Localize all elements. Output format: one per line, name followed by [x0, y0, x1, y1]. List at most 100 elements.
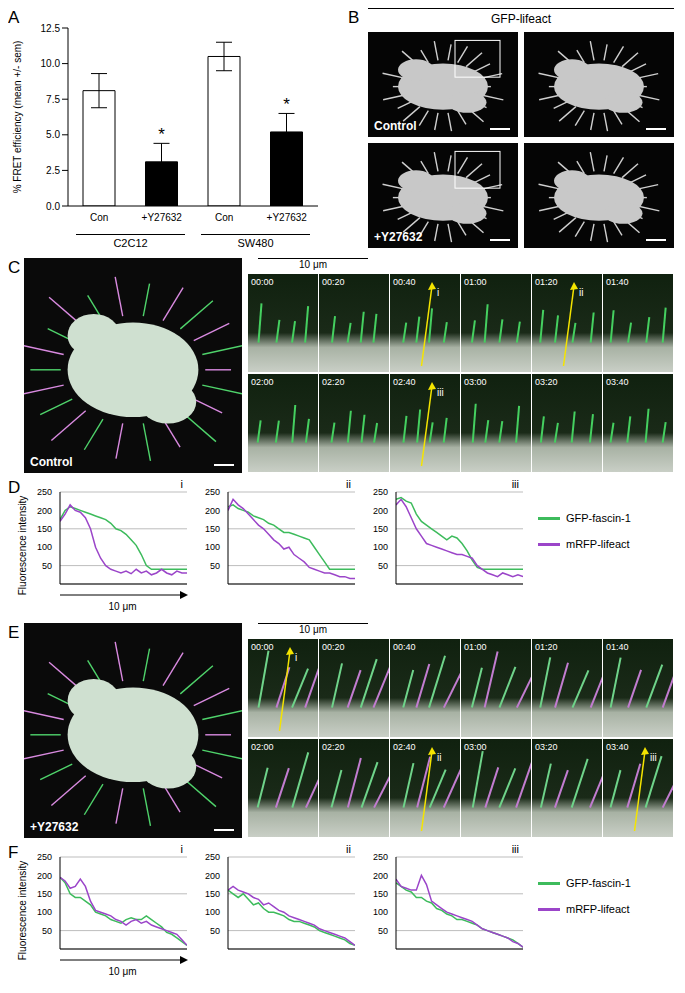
svg-text:200: 200	[373, 871, 388, 881]
svg-text:01:40: 01:40	[606, 642, 629, 652]
svg-text:250: 250	[205, 852, 220, 862]
svg-text:150: 150	[205, 524, 220, 534]
html-text:mRFP-lifeact: mRFP-lifeact	[566, 538, 630, 550]
svg-text:ii: ii	[579, 287, 583, 298]
svg-text:250: 250	[205, 487, 220, 497]
svg-text:50: 50	[42, 561, 52, 571]
html-text:ii: ii	[346, 843, 351, 855]
svg-text:01:00: 01:00	[464, 642, 487, 652]
svg-text:+Y27632: +Y27632	[374, 230, 423, 244]
svg-text:7.5: 7.5	[46, 94, 60, 105]
html-text:GFP-fascin-1: GFP-fascin-1	[566, 512, 631, 524]
svg-text:100: 100	[205, 542, 220, 552]
svg-text:Control: Control	[30, 455, 73, 469]
svg-text:03:40: 03:40	[606, 742, 629, 752]
html-text:D: D	[8, 478, 21, 497]
svg-text:150: 150	[373, 889, 388, 899]
svg-text:Con: Con	[90, 212, 108, 223]
html-text:A: A	[8, 8, 20, 27]
svg-text:02:00: 02:00	[251, 377, 274, 387]
html-text:Fluorescence intensity: Fluorescence intensity	[16, 495, 28, 596]
svg-text:02:00: 02:00	[251, 742, 274, 752]
svg-text:iii: iii	[650, 752, 657, 763]
svg-text:00:40: 00:40	[393, 642, 416, 652]
html-text:F: F	[8, 843, 19, 862]
html-text:C2C12: C2C12	[113, 237, 148, 249]
svg-text:00:40: 00:40	[393, 277, 416, 287]
svg-text:ii: ii	[437, 752, 441, 763]
svg-text:03:40: 03:40	[606, 377, 629, 387]
svg-text:250: 250	[37, 852, 52, 862]
html-text:ii: ii	[346, 478, 351, 490]
html-text:10 μm: 10 μm	[299, 624, 327, 635]
svg-text:03:00: 03:00	[464, 742, 487, 752]
html-text:iii: iii	[511, 843, 519, 855]
svg-text:200: 200	[373, 506, 388, 516]
html-text:E: E	[8, 623, 20, 642]
svg-text:100: 100	[37, 542, 52, 552]
svg-text:00:20: 00:20	[322, 642, 345, 652]
html-text:iii: iii	[511, 478, 519, 490]
svg-text:0.0: 0.0	[46, 201, 60, 212]
svg-text:03:20: 03:20	[535, 377, 558, 387]
html-text:SW480: SW480	[237, 237, 274, 249]
svg-text:% FRET efficiency (mean +/- se: % FRET efficiency (mean +/- sem)	[12, 41, 23, 194]
svg-text:2.5: 2.5	[46, 165, 60, 176]
svg-text:200: 200	[205, 506, 220, 516]
svg-text:02:40: 02:40	[393, 377, 416, 387]
html-text:GFP-fascin-1: GFP-fascin-1	[566, 877, 631, 889]
svg-text:50: 50	[210, 926, 220, 936]
svg-text:00:00: 00:00	[251, 277, 274, 287]
svg-text:00:20: 00:20	[322, 277, 345, 287]
svg-text:100: 100	[373, 907, 388, 917]
svg-text:50: 50	[210, 561, 220, 571]
svg-text:+Y27632: +Y27632	[142, 212, 183, 223]
svg-text:100: 100	[373, 542, 388, 552]
svg-text:01:00: 01:00	[464, 277, 487, 287]
svg-text:00:00: 00:00	[251, 642, 274, 652]
svg-text:03:20: 03:20	[535, 742, 558, 752]
svg-text:02:20: 02:20	[322, 377, 345, 387]
svg-text:200: 200	[37, 871, 52, 881]
svg-text:12.5: 12.5	[41, 23, 61, 34]
svg-text:150: 150	[373, 524, 388, 534]
svg-text:50: 50	[378, 926, 388, 936]
svg-text:50: 50	[42, 926, 52, 936]
svg-text:i: i	[437, 287, 439, 298]
svg-text:*: *	[283, 95, 290, 114]
svg-text:150: 150	[205, 889, 220, 899]
html-text:B: B	[348, 8, 360, 27]
svg-text:*: *	[158, 125, 165, 144]
svg-text:+Y27632: +Y27632	[30, 820, 79, 834]
svg-text:01:20: 01:20	[535, 642, 558, 652]
svg-text:200: 200	[37, 506, 52, 516]
svg-text:i: i	[295, 652, 297, 663]
svg-text:Con: Con	[215, 212, 233, 223]
html-text:10 μm: 10 μm	[299, 259, 327, 270]
html-text:C: C	[8, 258, 21, 277]
svg-text:250: 250	[37, 487, 52, 497]
svg-text:150: 150	[37, 524, 52, 534]
svg-text:10.0: 10.0	[41, 58, 61, 69]
html-text:10 μm: 10 μm	[108, 966, 137, 977]
svg-text:150: 150	[37, 889, 52, 899]
svg-text:+Y27632: +Y27632	[267, 212, 308, 223]
svg-text:01:40: 01:40	[606, 277, 629, 287]
svg-text:01:20: 01:20	[535, 277, 558, 287]
svg-text:03:00: 03:00	[464, 377, 487, 387]
html-text:10 μm: 10 μm	[108, 601, 137, 612]
svg-text:iii: iii	[437, 387, 444, 398]
html-text:GFP-lifeact: GFP-lifeact	[491, 12, 551, 26]
svg-text:250: 250	[373, 487, 388, 497]
svg-text:5.0: 5.0	[46, 129, 60, 140]
svg-text:200: 200	[205, 871, 220, 881]
html-text:mRFP-lifeact: mRFP-lifeact	[566, 903, 630, 915]
svg-text:Control: Control	[374, 119, 417, 133]
svg-text:100: 100	[205, 907, 220, 917]
svg-text:02:20: 02:20	[322, 742, 345, 752]
svg-text:100: 100	[37, 907, 52, 917]
svg-text:02:40: 02:40	[393, 742, 416, 752]
svg-text:50: 50	[378, 561, 388, 571]
svg-text:250: 250	[373, 852, 388, 862]
html-text:Fluorescence intensity: Fluorescence intensity	[16, 860, 28, 961]
